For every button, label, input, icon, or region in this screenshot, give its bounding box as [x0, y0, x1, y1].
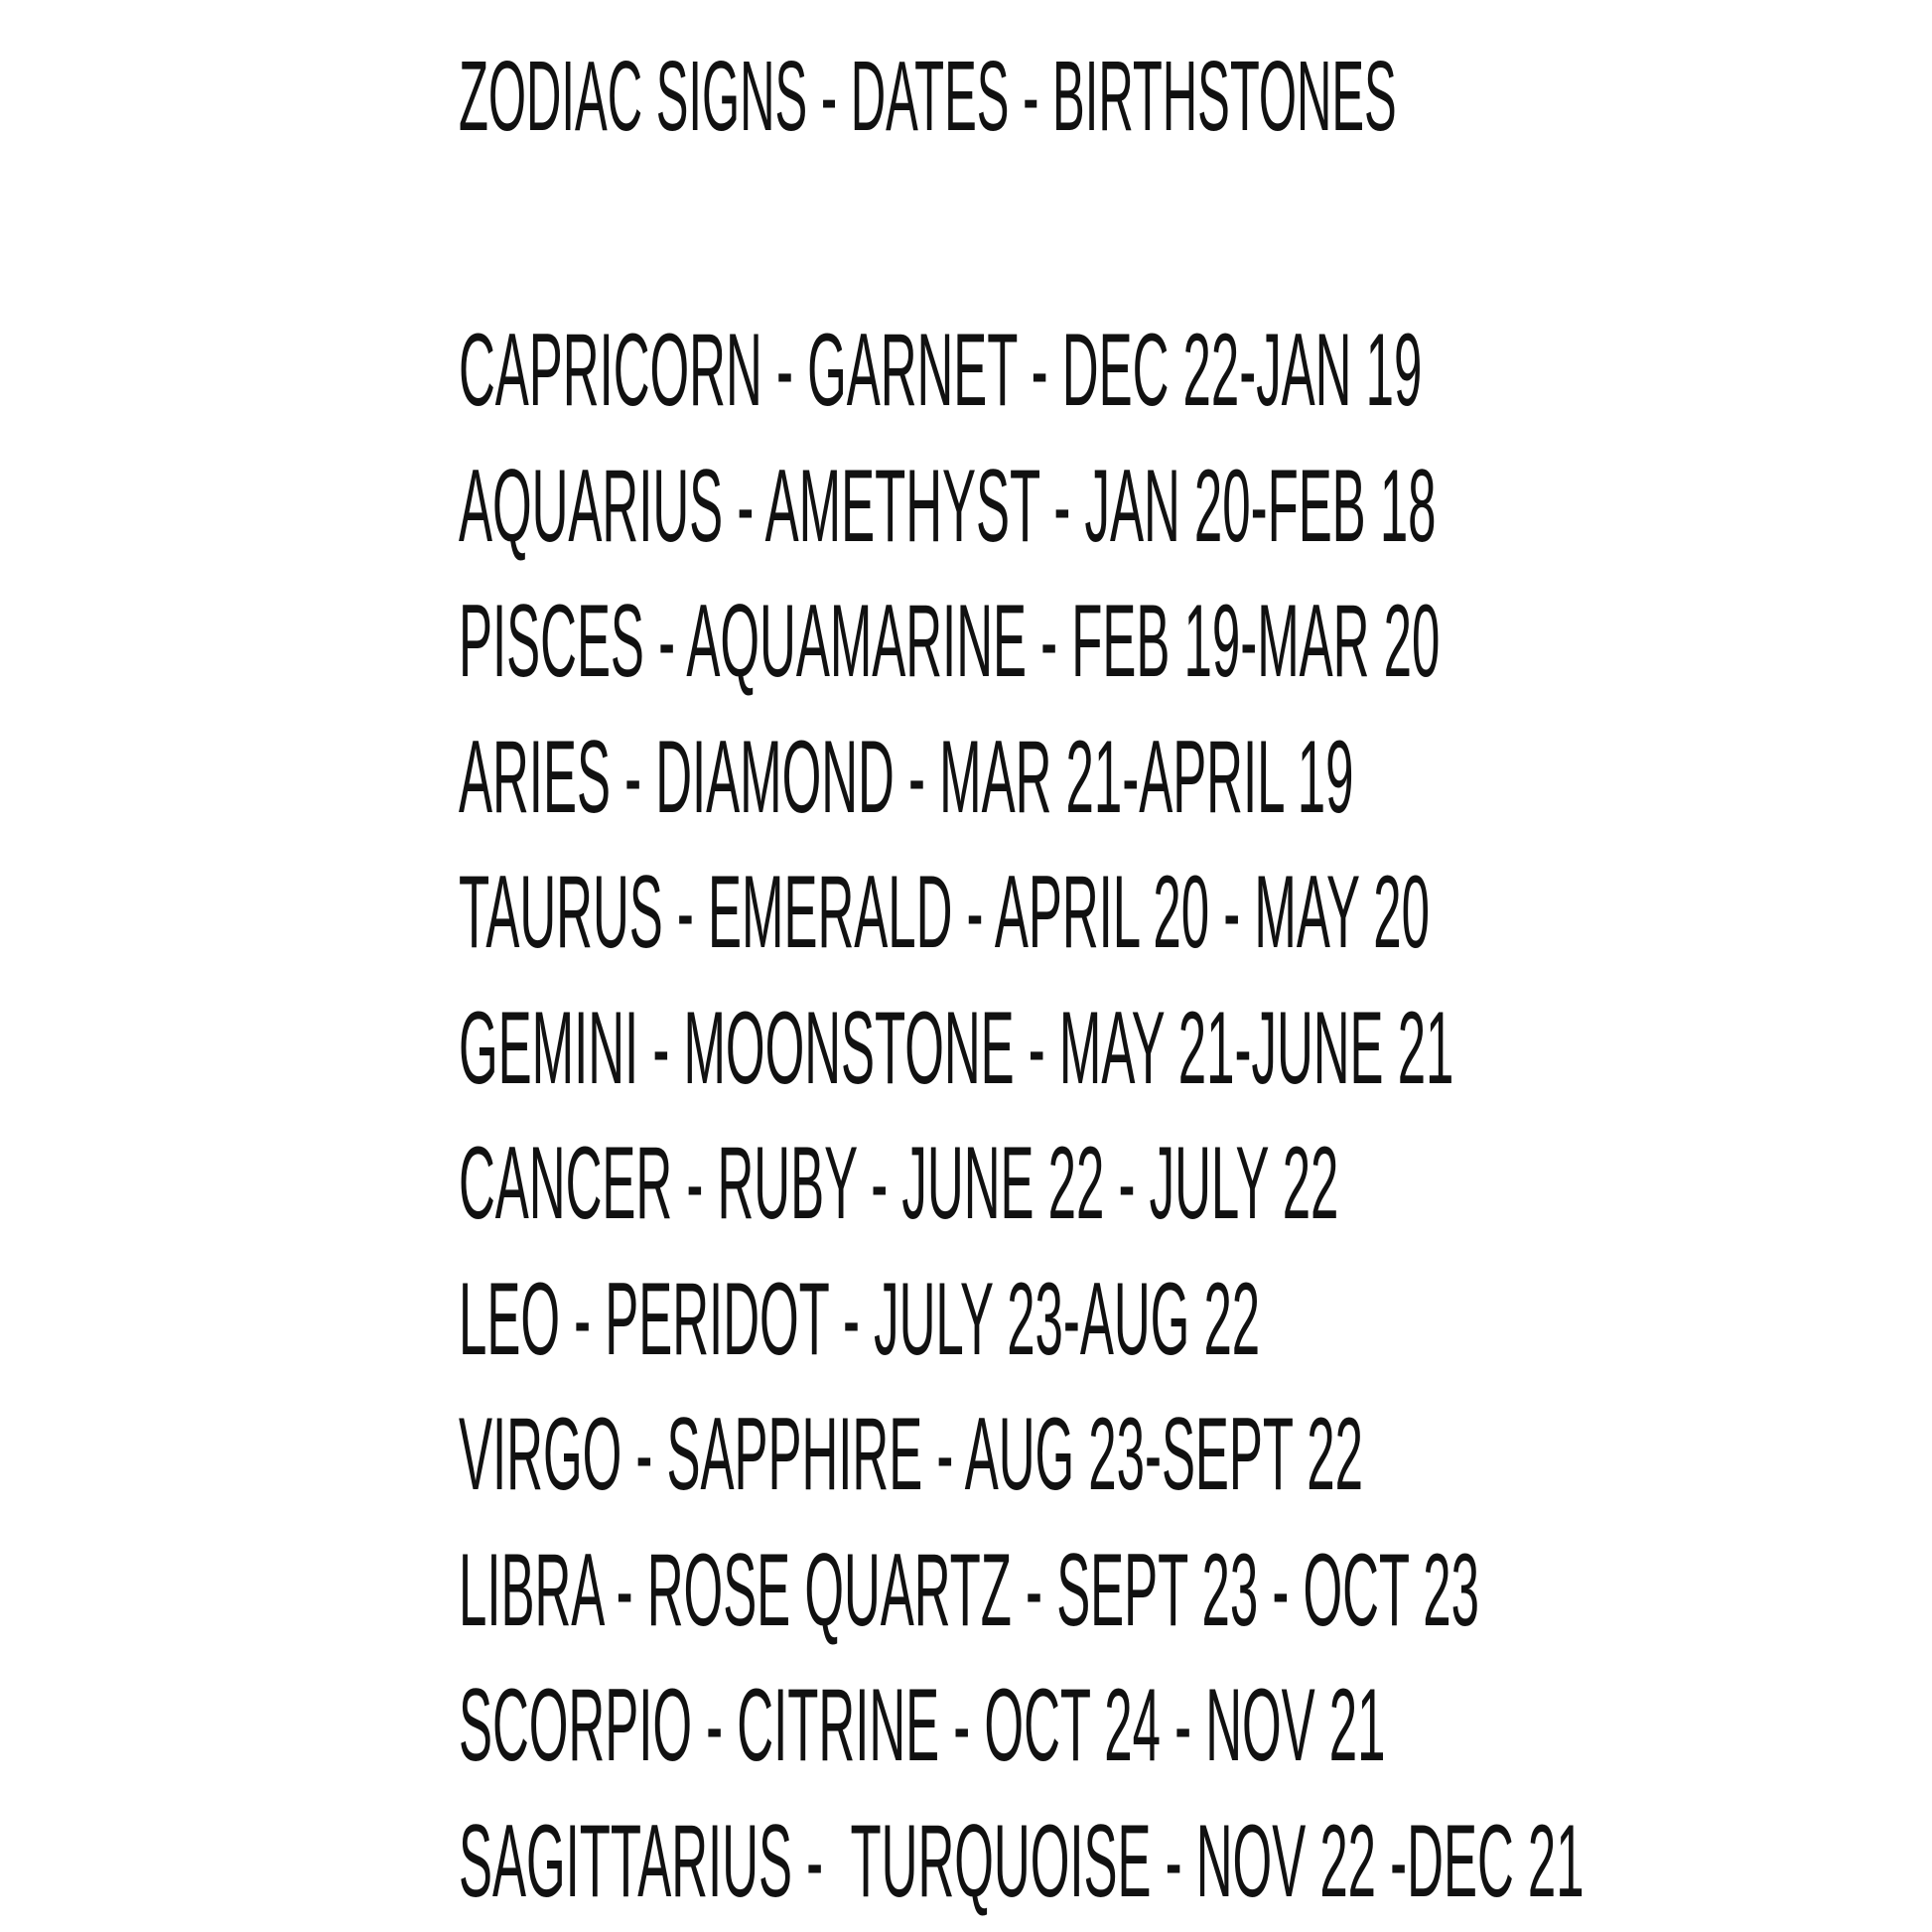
zodiac-row: Virgo - Sapphire - Aug 23-Sept 22	[459, 1397, 1363, 1512]
zodiac-row: Leo - Peridot - July 23-Aug 22	[459, 1261, 1261, 1377]
zodiac-row: Taurus - Emerald - April 20 - May 20	[459, 855, 1430, 970]
zodiac-row: Cancer - Ruby - June 22 - July 22	[459, 1126, 1339, 1241]
zodiac-row: Scorpio - Citrine - Oct 24 - Nov 21	[459, 1668, 1386, 1783]
zodiac-row: Libra - Rose Quartz - Sept 23 - Oct 23	[459, 1532, 1479, 1648]
zodiac-row: Aries - Diamond - Mar 21-April 19	[459, 719, 1354, 835]
zodiac-row: Aquarius - Amethyst - Jan 20-Feb 18	[459, 448, 1437, 564]
zodiac-row: Capricorn - Garnet - Dec 22-Jan 19	[459, 313, 1423, 428]
zodiac-row: Sagittarius - Turquoise - Nov 22 -Dec 21	[459, 1803, 1585, 1919]
page-title: Zodiac Signs - Dates - Birthstones	[459, 41, 1397, 152]
zodiac-row: Pisces - Aquamarine - Feb 19-Mar 20	[459, 584, 1441, 699]
zodiac-row: Gemini - Moonstone - May 21-June 21	[459, 990, 1454, 1106]
